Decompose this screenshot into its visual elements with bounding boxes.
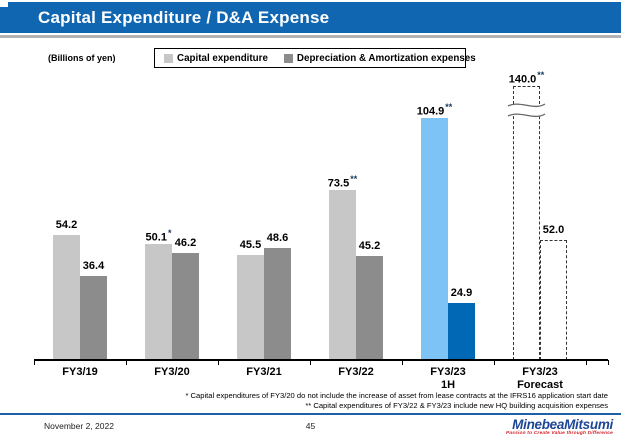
category-label-fy3-20: FY3/20 [154,366,190,378]
category-label-fy3-19: FY3/19 [62,366,98,378]
bar-value-label: 73.5** [327,174,358,191]
footer-date: November 2, 2022 [44,421,114,431]
legend-swatch-capex [164,53,173,63]
footer-divider [0,413,621,415]
axis-tick [310,360,312,365]
logo-tagline: Passion to Create Value through Differen… [505,431,613,436]
category-label-fy3-22: FY3/22 [338,366,374,378]
bar-value-label: 52.0 [542,224,565,237]
legend-label: Capital expenditure [177,52,268,64]
axis-tick [586,360,588,365]
x-axis [34,359,608,361]
footnote-1: * Capital expenditures of FY3/20 do not … [185,391,608,400]
bar-value-label: 48.6 [266,231,289,244]
axis-units-label: (Billions of yen) [48,53,116,63]
bar-capex-fy3-21 [237,255,264,360]
bar-da-fy3-20 [172,253,199,360]
bar-value-label: 140.0** [508,70,545,86]
category-label-fy3-23-forecast: FY3/23 Forecast [517,366,563,391]
page-number: 45 [305,421,316,431]
axis-tick [402,360,404,365]
corner-decoration [0,0,8,7]
bar-da-fy3-21 [264,247,291,360]
category-label-fy3-21: FY3/21 [246,366,282,378]
bar-value-label: 104.9** [416,101,453,118]
legend-label: Depreciation & Amortization expenses [296,52,476,64]
title-underline [0,35,621,38]
bar-value-label: 50.1* [145,228,172,245]
bar-da-fy3-22 [356,255,383,360]
axis-tick [34,360,36,365]
axis-tick [218,360,220,365]
bar-value-label: 45.5 [239,239,262,252]
bar-da-fy3-23-1h [448,302,475,360]
bar-capex-fy3-22 [329,190,356,360]
legend-item-depreciation-amortization: Depreciation & Amortization expenses [283,52,476,64]
axis-tick [494,360,496,365]
bar-value-label: 45.2 [358,239,381,252]
bar-capex-fy3-20 [145,244,172,360]
footnote-2: ** Capital expenditures of FY3/22 & FY3/… [305,401,608,410]
bar-da-fy3-19 [80,276,107,360]
bar-value-label: 36.4 [82,260,105,273]
axis-tick [608,360,610,365]
bar-capex-fy3-19 [53,234,80,360]
bar-value-label: 46.2 [174,237,197,250]
bar-da-fy3-23-forecast [540,240,567,360]
bar-value-label: 24.9 [450,286,473,299]
page-title: Capital Expenditure / D&A Expense [38,7,330,27]
bar-capex-fy3-23-forecast [513,86,540,360]
chart-legend: Capital expenditure Depreciation & Amort… [154,48,476,68]
footnotes: * Capital expenditures of FY3/20 do not … [185,391,608,411]
bar-value-label: 54.2 [55,218,78,231]
legend-item-capital-expenditure: Capital expenditure [164,53,268,64]
category-label-fy3-23-1h: FY3/23 1H [430,366,466,391]
legend-swatch-da [283,53,293,63]
bar-capex-fy3-23-1h [421,117,448,360]
company-logo: MinebeaMitsumi Passion to Create Value t… [506,418,613,437]
axis-tick [126,360,128,365]
logo-text: MinebeaMitsumi [512,417,613,432]
slide-title-bar: Capital Expenditure / D&A Expense [0,2,621,33]
